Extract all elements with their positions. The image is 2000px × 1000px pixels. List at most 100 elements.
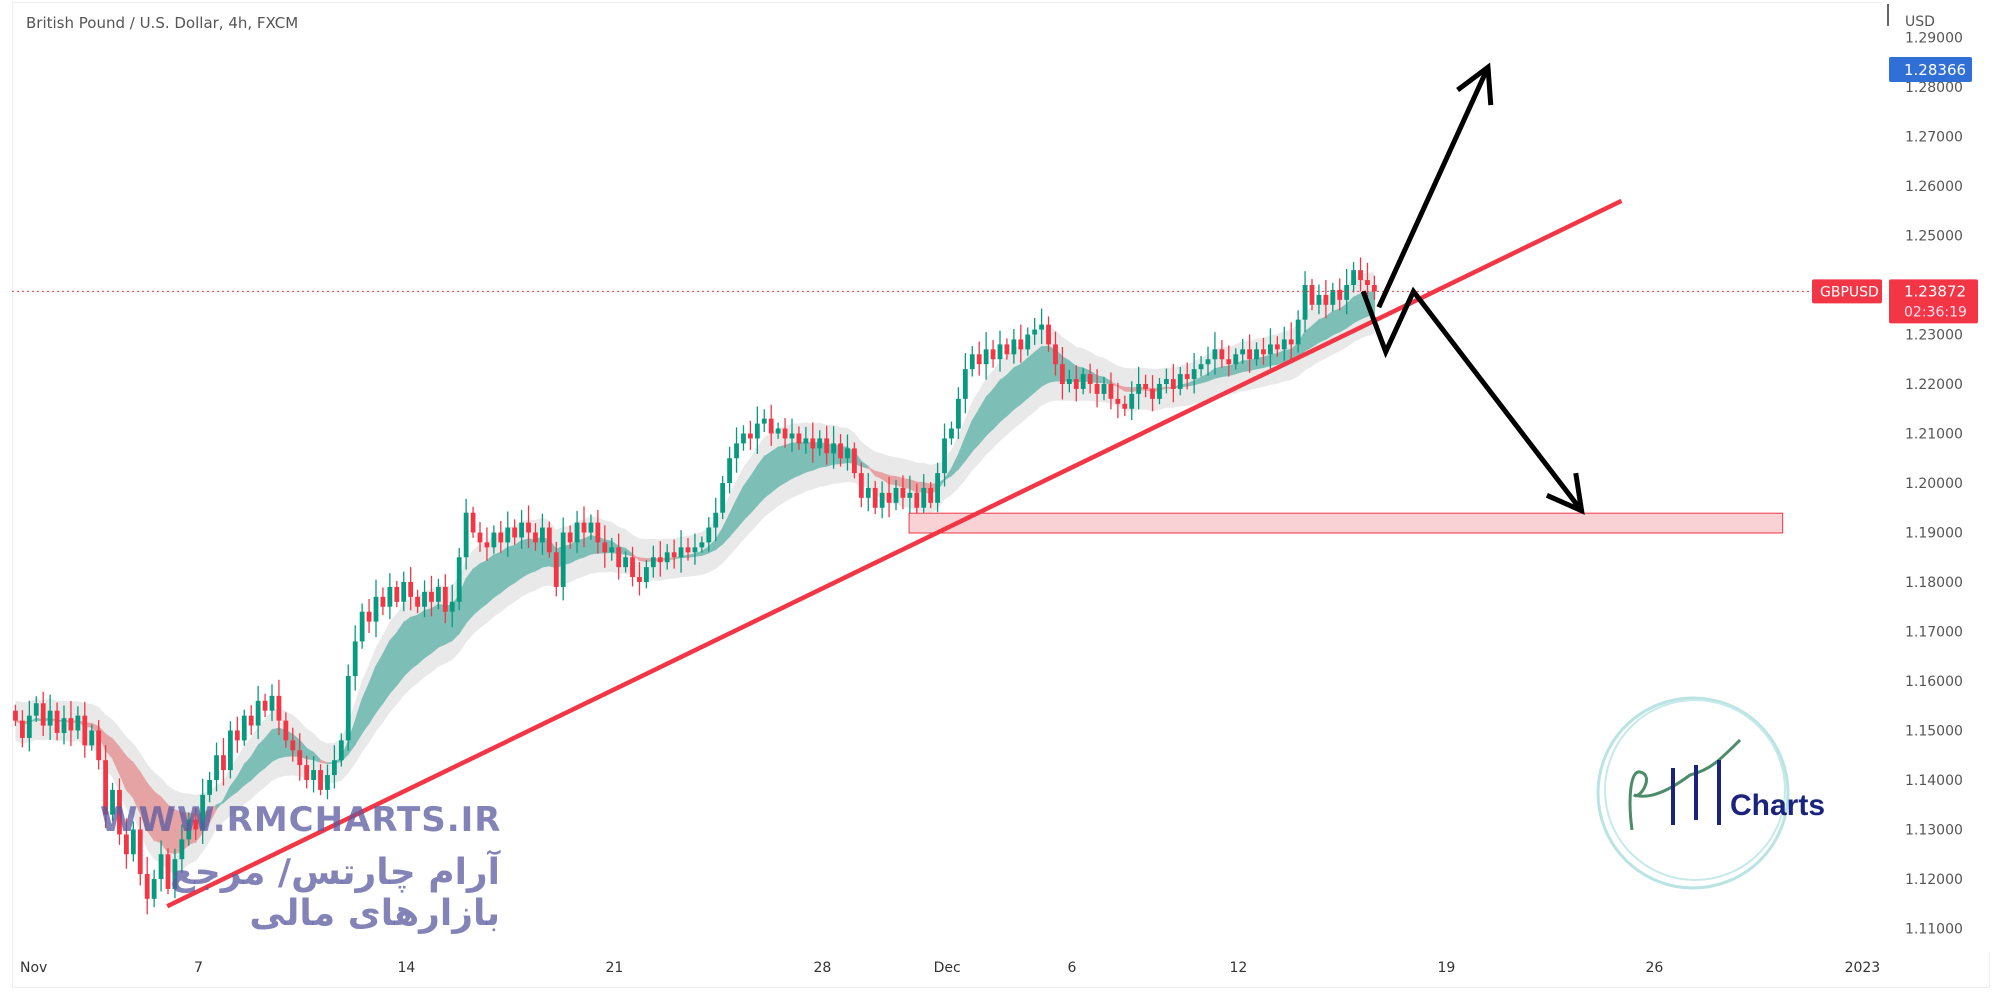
ma-ribbon-segment	[798, 441, 807, 477]
time-tick: 14	[397, 960, 415, 976]
candle	[110, 782, 115, 822]
ma-ribbon-segment	[999, 374, 1008, 423]
candle-body	[325, 775, 330, 790]
candle-body	[560, 532, 566, 587]
ma-ribbon-segment	[1096, 374, 1105, 384]
candle-body	[956, 398, 961, 429]
candle	[505, 511, 511, 557]
candle	[429, 575, 434, 617]
candle-body	[845, 448, 850, 459]
candle-body	[214, 755, 219, 780]
candle	[540, 513, 545, 555]
candle-body	[221, 755, 226, 771]
ma-ribbon-segment	[506, 544, 516, 588]
candle-body	[269, 695, 275, 711]
candle-body	[824, 438, 830, 454]
candle-body	[637, 577, 642, 582]
candle	[644, 560, 649, 589]
candle-body	[664, 552, 670, 563]
candle-body	[623, 557, 628, 568]
rmcharts-logo: Charts	[1596, 696, 1825, 890]
candle	[241, 709, 247, 746]
candle	[172, 848, 178, 899]
candle	[1233, 348, 1239, 370]
candle	[96, 720, 102, 770]
candle-body	[387, 586, 393, 607]
candle	[935, 462, 940, 513]
candle	[297, 733, 303, 781]
candle	[1268, 328, 1273, 369]
candle-body	[1115, 398, 1121, 404]
bullish-arrow[interactable]	[1376, 66, 1491, 309]
candle	[1066, 369, 1072, 393]
candle	[179, 824, 185, 873]
candle-body	[567, 532, 573, 543]
candle-body	[332, 760, 337, 776]
candle-body	[463, 512, 469, 558]
candle-body	[33, 703, 39, 716]
candle	[560, 517, 566, 601]
candle-body	[942, 438, 947, 474]
ma-ribbon-segment	[1318, 315, 1327, 344]
candle	[1115, 382, 1121, 419]
candle-body	[1351, 270, 1356, 285]
ma-ribbon-segment	[992, 378, 1001, 431]
ma-ribbon-segment	[430, 603, 440, 655]
candle	[588, 514, 594, 540]
candle	[1330, 282, 1336, 312]
candle	[595, 509, 601, 554]
ma-ribbon-segment	[791, 442, 800, 480]
price-tick: 1.27000	[1905, 130, 1963, 146]
candle	[789, 418, 795, 452]
ma-ribbon-segment	[389, 631, 398, 695]
candle-body	[1302, 285, 1308, 320]
candle	[956, 387, 961, 439]
candle	[803, 426, 809, 454]
candle-body	[1344, 285, 1350, 300]
candle-body	[1053, 344, 1058, 365]
candle	[1080, 368, 1086, 395]
ma-ribbon-segment	[763, 450, 772, 499]
candle	[962, 353, 968, 414]
candle-body	[1177, 374, 1183, 389]
candle-body	[484, 542, 490, 548]
candle-body	[990, 349, 996, 360]
candle	[533, 523, 538, 551]
support-zone[interactable]	[908, 512, 1784, 534]
candle	[650, 545, 656, 578]
ma-ribbon-segment	[1221, 365, 1230, 378]
ma-envelope	[15, 272, 1375, 874]
ma-ribbon-segment	[465, 567, 474, 625]
candle-body	[456, 557, 462, 602]
price-tick: 1.22000	[1905, 377, 1963, 393]
time-tick: 2023	[1845, 960, 1881, 976]
candle	[1323, 279, 1329, 319]
bearish-arrow[interactable]	[1360, 286, 1584, 513]
candle	[422, 580, 427, 618]
candle	[491, 525, 497, 554]
candle	[858, 462, 864, 508]
candle	[553, 541, 559, 597]
trendline[interactable]	[166, 198, 1623, 909]
candle-body	[900, 487, 906, 498]
candle	[1358, 257, 1363, 292]
last-price-label	[1889, 279, 1978, 324]
ma-ribbon-segment	[1013, 363, 1022, 411]
candle	[373, 579, 379, 638]
price-tick: 1.28000	[1905, 80, 1963, 96]
candle-body	[124, 834, 129, 855]
candle-body	[879, 492, 885, 508]
candle-body	[1087, 374, 1093, 384]
ma-ribbon-segment	[520, 538, 530, 579]
candle-body	[907, 492, 913, 498]
candle-body	[422, 591, 427, 607]
candle	[1087, 363, 1093, 394]
candle	[207, 771, 212, 803]
candle-body	[893, 487, 899, 503]
candle-body	[720, 483, 726, 513]
ma-ribbon-segment	[888, 474, 897, 486]
price-axis-bg[interactable]	[1882, 2, 1990, 952]
candle-body	[865, 487, 871, 498]
ma-ribbon-segment	[569, 539, 578, 564]
